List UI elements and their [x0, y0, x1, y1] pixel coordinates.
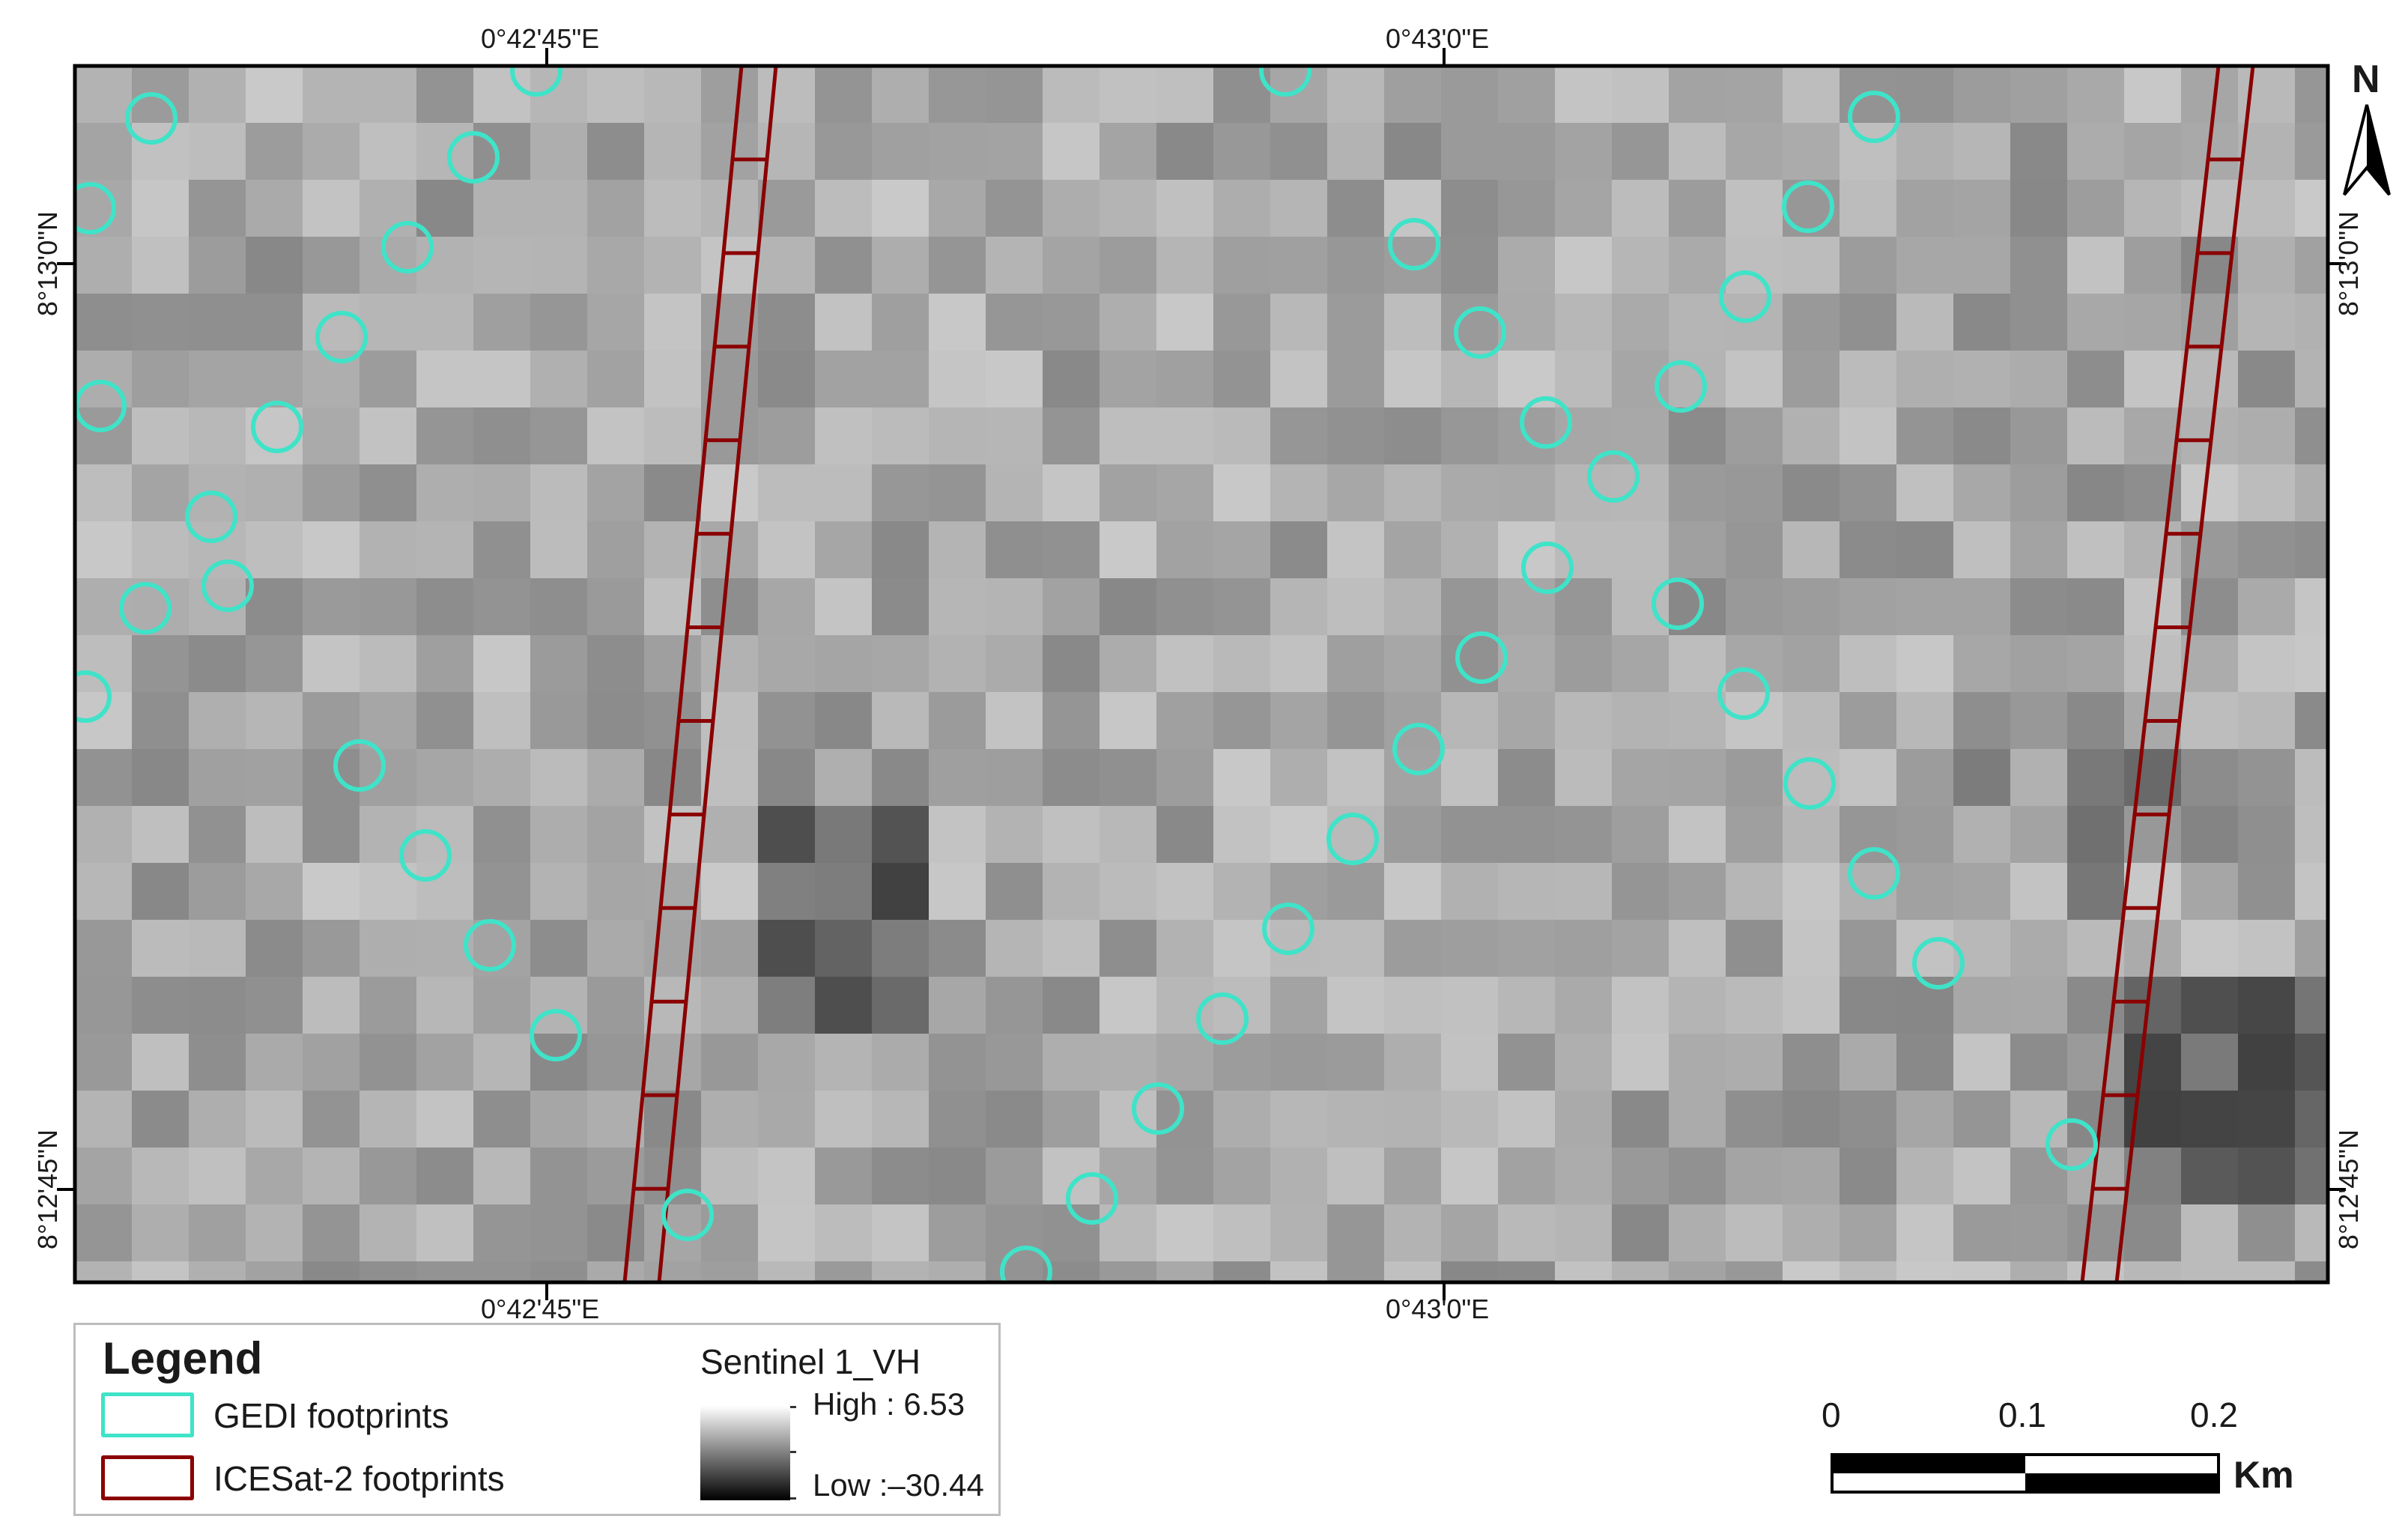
gedi-footprint: [1652, 577, 1704, 630]
gedi-footprint: [1259, 66, 1311, 97]
legend-panel: Legend GEDI footprints ICESat-2 footprin…: [73, 1323, 1001, 1516]
north-label: N: [2352, 58, 2380, 101]
ramp-tick-mid: [790, 1451, 796, 1453]
gedi-footprint: [1132, 1082, 1184, 1135]
left-axis-label-2: 8°12'45"N: [32, 1129, 63, 1250]
gedi-footprint: [399, 829, 452, 882]
gedi-footprint: [1000, 1246, 1052, 1282]
gedi-footprint: [333, 739, 386, 792]
gedi-footprint: [1655, 360, 1707, 413]
gedi-footprints-layer: [75, 66, 2098, 1282]
gedi-footprint: [464, 919, 516, 971]
gedi-footprint: [1719, 270, 1771, 323]
scale-label-1: 0.1: [1998, 1395, 2046, 1434]
gedi-footprint: [1262, 903, 1314, 955]
icesat2-track: [622, 66, 778, 1282]
gedi-footprint: [185, 491, 237, 543]
gedi-footprint: [1520, 396, 1572, 449]
map-frame: [73, 64, 2330, 1285]
gedi-footprint: [315, 311, 368, 363]
icesat2-footprints-layer: [622, 66, 2255, 1282]
gedi-footprint: [1717, 667, 1770, 720]
ramp-tick-high: [790, 1406, 796, 1408]
gedi-footprint: [1066, 1172, 1118, 1225]
gedi-footprint: [1326, 813, 1379, 865]
top-axis-label-2: 0°43'0"E: [1386, 23, 1490, 54]
icesat2-track: [2080, 66, 2255, 1282]
icesat2-legend-swatch: [101, 1455, 194, 1500]
gedi-footprint: [75, 182, 116, 234]
scale-bar: [1831, 1453, 2220, 1494]
gedi-footprint: [2045, 1118, 2098, 1171]
scale-label-0: 0: [1822, 1395, 1841, 1434]
graticule-ticks: [57, 48, 2346, 1300]
ramp-title: Sentinel 1_VH: [700, 1342, 921, 1381]
ramp-tick-low: [790, 1497, 796, 1500]
gedi-footprint: [1912, 937, 1965, 989]
gedi-footprint: [1848, 91, 1900, 143]
gedi-footprint: [1455, 631, 1508, 684]
gedi-footprint: [1848, 847, 1900, 900]
gedi-footprint: [530, 1009, 582, 1061]
ramp-high-label: High : 6.53: [813, 1386, 965, 1422]
gedi-footprint: [1782, 181, 1834, 233]
scale-unit: Km: [2233, 1454, 2294, 1496]
gedi-footprint: [447, 131, 500, 184]
gedi-footprint: [75, 670, 112, 723]
top-axis-label-1: 0°42'45"E: [481, 23, 600, 54]
gedi-footprint: [1587, 450, 1640, 503]
bottom-axis-label-1: 0°42'45"E: [481, 1294, 600, 1324]
gedi-footprint: [1388, 218, 1440, 270]
gedi-footprint: [119, 582, 172, 634]
gedi-legend-swatch: [101, 1392, 194, 1437]
gedi-footprint: [1392, 723, 1445, 775]
legend-title: Legend: [103, 1333, 263, 1383]
left-axis-label-1: 8°13'0"N: [32, 210, 63, 317]
ramp-low-label: Low :–30.44: [813, 1467, 984, 1503]
gedi-footprint: [1521, 542, 1574, 594]
gedi-footprint: [381, 221, 434, 273]
gedi-legend-label: GEDI footprints: [213, 1396, 449, 1435]
gedi-footprint: [510, 66, 562, 97]
gedi-footprint: [251, 401, 303, 453]
icesat2-legend-label: ICESat-2 footprints: [213, 1459, 505, 1498]
scale-label-2: 0.2: [2190, 1395, 2238, 1434]
gedi-footprint: [1454, 306, 1506, 359]
gedi-footprint: [661, 1189, 714, 1241]
right-axis-label-1: 8°13'0"N: [2333, 210, 2364, 317]
north-arrow-icon: [2343, 104, 2391, 196]
bottom-axis-label-2: 0°43'0"E: [1386, 1294, 1490, 1324]
gedi-footprint: [125, 92, 178, 145]
right-axis-label-2: 8°12'45"N: [2333, 1129, 2364, 1250]
gedi-footprint: [201, 560, 254, 612]
vh-color-ramp: [700, 1406, 790, 1500]
gedi-footprint: [1196, 992, 1249, 1045]
gedi-footprint: [1783, 757, 1836, 810]
sentinel1-vh-raster: [75, 66, 2328, 1282]
